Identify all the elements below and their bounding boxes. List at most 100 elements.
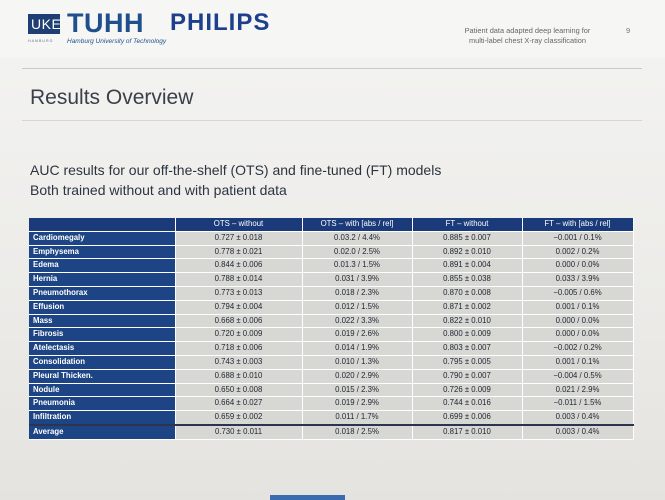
cell-ots-with: 0.02.0 / 2.5% <box>302 245 413 260</box>
cell-ft-with: 0.021 / 2.9% <box>522 383 634 398</box>
cell-ots-with: 0.014 / 1.9% <box>302 341 413 356</box>
cell-ft-without: 0.744 ± 0.016 <box>412 396 523 412</box>
cell-ft-with: −0.004 / 0.5% <box>522 369 634 384</box>
cell-ots-without: 0.730 ± 0.011 <box>175 423 303 440</box>
cell-ft-with: 0.000 / 0.0% <box>522 314 634 329</box>
uke-logo-subtext: HAMBURG <box>28 39 54 43</box>
row-label: Infiltration <box>29 410 176 426</box>
table-row: Hernia 0.788 ± 0.014 0.031 / 3.9% 0.855 ± 0… <box>29 272 634 287</box>
cell-ft-without: 0.795 ± 0.005 <box>412 355 523 370</box>
table-row: Consolidation 0.743 ± 0.003 0.010 / 1.3% 0.… <box>29 355 634 370</box>
talk-title: Patient data adapted deep learning for m… <box>440 26 615 46</box>
cell-ft-with: −0.005 / 0.6% <box>522 286 634 301</box>
table-row: Atelectasis 0.718 ± 0.006 0.014 / 1.9% 0.80… <box>29 341 634 356</box>
talk-title-line1: Patient data adapted deep learning for <box>464 26 591 35</box>
column-header-label <box>29 218 176 232</box>
cell-ft-with: −0.011 / 1.5% <box>522 396 634 412</box>
page-number: 9 <box>626 26 631 35</box>
row-label: Pneumonia <box>29 396 176 412</box>
row-label: Consolidation <box>29 355 176 370</box>
philips-logo: PHILIPS <box>170 9 271 36</box>
table-row: Effusion 0.794 ± 0.004 0.012 / 1.5% 0.871 ±… <box>29 300 634 315</box>
row-label: Pleural Thicken. <box>29 369 176 384</box>
cell-ots-with: 0.019 / 2.9% <box>302 396 413 412</box>
auc-results-table: OTS – without OTS – with [abs / rel] FT … <box>29 218 634 440</box>
table-row: Fibrosis 0.720 ± 0.009 0.019 / 2.6% 0.800 ±… <box>29 327 634 343</box>
cell-ft-with: 0.000 / 0.0% <box>522 258 634 274</box>
cell-ots-with: 0.012 / 1.5% <box>302 300 413 315</box>
cell-ft-without: 0.817 ± 0.010 <box>412 423 523 440</box>
row-label: Fibrosis <box>29 327 176 343</box>
cell-ots-without: 0.773 ± 0.013 <box>175 286 303 301</box>
cell-ots-without: 0.718 ± 0.006 <box>175 341 303 356</box>
table-row: Pneumothorax 0.773 ± 0.013 0.018 / 2.3% 0.8… <box>29 286 634 301</box>
cell-ots-with: 0.01.3 / 1.5% <box>302 258 413 274</box>
cell-ots-without: 0.720 ± 0.009 <box>175 327 303 343</box>
cell-ots-with: 0.011 / 1.7% <box>302 410 413 426</box>
cell-ft-without: 0.822 ± 0.010 <box>412 314 523 329</box>
cell-ft-with: 0.000 / 0.0% <box>522 327 634 343</box>
talk-title-line2: multi-label chest X-ray classification <box>468 36 587 45</box>
cell-ft-with: 0.001 / 0.1% <box>522 355 634 370</box>
table-row: Emphysema 0.778 ± 0.021 0.02.0 / 2.5% 0.892… <box>29 245 634 260</box>
cell-ots-without: 0.727 ± 0.018 <box>175 231 303 246</box>
cell-ft-with: 0.002 / 0.2% <box>522 245 634 260</box>
column-header-ots-with: OTS – with [abs / rel] <box>302 218 413 232</box>
cell-ots-with: 0.022 / 3.3% <box>302 314 413 329</box>
table-row: Average 0.730 ± 0.011 0.018 / 2.5% 0.817 ± … <box>29 423 634 440</box>
cell-ft-with: 0.033 / 3.9% <box>522 272 634 287</box>
row-label: Emphysema <box>29 245 176 260</box>
cell-ots-without: 0.659 ± 0.002 <box>175 410 303 426</box>
slide-header: UKE HAMBURG TUHH Hamburg University of T… <box>0 0 665 58</box>
table-row: Pneumonia 0.664 ± 0.027 0.019 / 2.9% 0.744 … <box>29 396 634 412</box>
row-label: Effusion <box>29 300 176 315</box>
cell-ft-without: 0.800 ± 0.009 <box>412 327 523 343</box>
row-label: Nodule <box>29 383 176 398</box>
cell-ots-without: 0.778 ± 0.021 <box>175 245 303 260</box>
tuhh-logo-subtext: Hamburg University of Technology <box>67 38 167 45</box>
cell-ft-without: 0.699 ± 0.006 <box>412 410 523 426</box>
cell-ft-without: 0.855 ± 0.038 <box>412 272 523 287</box>
cell-ots-without: 0.794 ± 0.004 <box>175 300 303 315</box>
title-divider <box>22 120 642 121</box>
cell-ft-with: 0.003 / 0.4% <box>522 410 634 426</box>
header-divider <box>22 68 642 69</box>
slide-title: Results Overview <box>30 86 194 109</box>
cell-ft-with: −0.002 / 0.2% <box>522 341 634 356</box>
cell-ft-with: −0.001 / 0.1% <box>522 231 634 246</box>
row-label: Atelectasis <box>29 341 176 356</box>
row-label: Mass <box>29 314 176 329</box>
cell-ots-with: 0.020 / 2.9% <box>302 369 413 384</box>
cell-ots-with: 0.018 / 2.3% <box>302 286 413 301</box>
cell-ft-without: 0.885 ± 0.007 <box>412 231 523 246</box>
row-label: Pneumothorax <box>29 286 176 301</box>
row-label: Edema <box>29 258 176 274</box>
table-header-row: OTS – without OTS – with [abs / rel] FT … <box>29 218 634 232</box>
table-row: Edema 0.844 ± 0.006 0.01.3 / 1.5% 0.891 ± 0… <box>29 258 634 274</box>
cell-ft-with: 0.003 / 0.4% <box>522 423 634 440</box>
uke-logo: UKE <box>28 14 61 34</box>
table-row: Cardiomegaly 0.727 ± 0.018 0.03.2 / 4.4% 0.… <box>29 231 634 246</box>
cell-ots-without: 0.844 ± 0.006 <box>175 258 303 274</box>
column-header-ots-without: OTS – without <box>175 218 303 232</box>
cell-ots-with: 0.010 / 1.3% <box>302 355 413 370</box>
cell-ots-with: 0.015 / 2.3% <box>302 383 413 398</box>
cell-ots-with: 0.019 / 2.6% <box>302 327 413 343</box>
cell-ft-without: 0.870 ± 0.008 <box>412 286 523 301</box>
bottom-decoration <box>270 495 345 500</box>
column-header-ft-without: FT – without <box>412 218 523 232</box>
table-row: Infiltration 0.659 ± 0.002 0.011 / 1.7% 0.6… <box>29 410 634 426</box>
cell-ft-without: 0.871 ± 0.002 <box>412 300 523 315</box>
cell-ots-with: 0.03.2 / 4.4% <box>302 231 413 246</box>
cell-ots-without: 0.650 ± 0.008 <box>175 383 303 398</box>
slide-subtitle-line1: AUC results for our off-the-shelf (OTS) … <box>30 162 442 178</box>
cell-ft-with: 0.001 / 0.1% <box>522 300 634 315</box>
table-row: Mass 0.668 ± 0.006 0.022 / 3.3% 0.822 ± 0.0… <box>29 314 634 329</box>
cell-ots-without: 0.668 ± 0.006 <box>175 314 303 329</box>
cell-ots-with: 0.031 / 3.9% <box>302 272 413 287</box>
slide-subtitle-line2: Both trained without and with patient da… <box>30 182 287 198</box>
column-header-ft-with: FT – with [abs / rel] <box>522 218 634 232</box>
cell-ots-without: 0.664 ± 0.027 <box>175 396 303 412</box>
tuhh-logo: TUHH <box>67 8 144 38</box>
